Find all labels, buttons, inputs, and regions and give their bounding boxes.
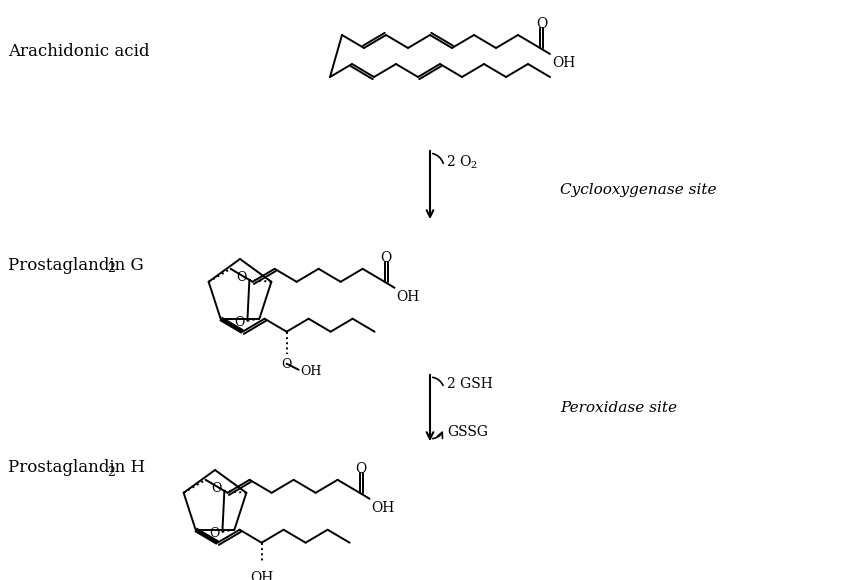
Text: OH: OH: [396, 290, 419, 304]
Text: 2: 2: [469, 161, 476, 169]
Text: Arachidonic acid: Arachidonic acid: [8, 44, 149, 60]
Text: 2: 2: [107, 263, 115, 276]
Text: Prostaglandin G: Prostaglandin G: [8, 256, 143, 274]
Text: O: O: [355, 462, 366, 476]
Text: O: O: [234, 316, 244, 329]
Text: OH: OH: [250, 571, 273, 580]
Text: O: O: [209, 527, 219, 540]
Text: 2 O: 2 O: [446, 155, 471, 169]
Text: OH: OH: [551, 56, 575, 70]
Text: O: O: [535, 17, 546, 31]
Text: 2 GSH: 2 GSH: [446, 377, 492, 391]
Text: Prostaglandin H: Prostaglandin H: [8, 459, 145, 477]
Text: O: O: [236, 271, 246, 284]
Text: OH: OH: [371, 501, 394, 515]
Text: GSSG: GSSG: [446, 425, 488, 439]
Text: Peroxidase site: Peroxidase site: [560, 401, 676, 415]
Text: O: O: [380, 251, 392, 265]
Text: Cyclooxygenase site: Cyclooxygenase site: [560, 183, 716, 197]
Text: 2: 2: [107, 466, 115, 478]
Text: OH: OH: [300, 365, 322, 378]
Text: O: O: [211, 483, 221, 495]
Text: O: O: [281, 358, 291, 371]
